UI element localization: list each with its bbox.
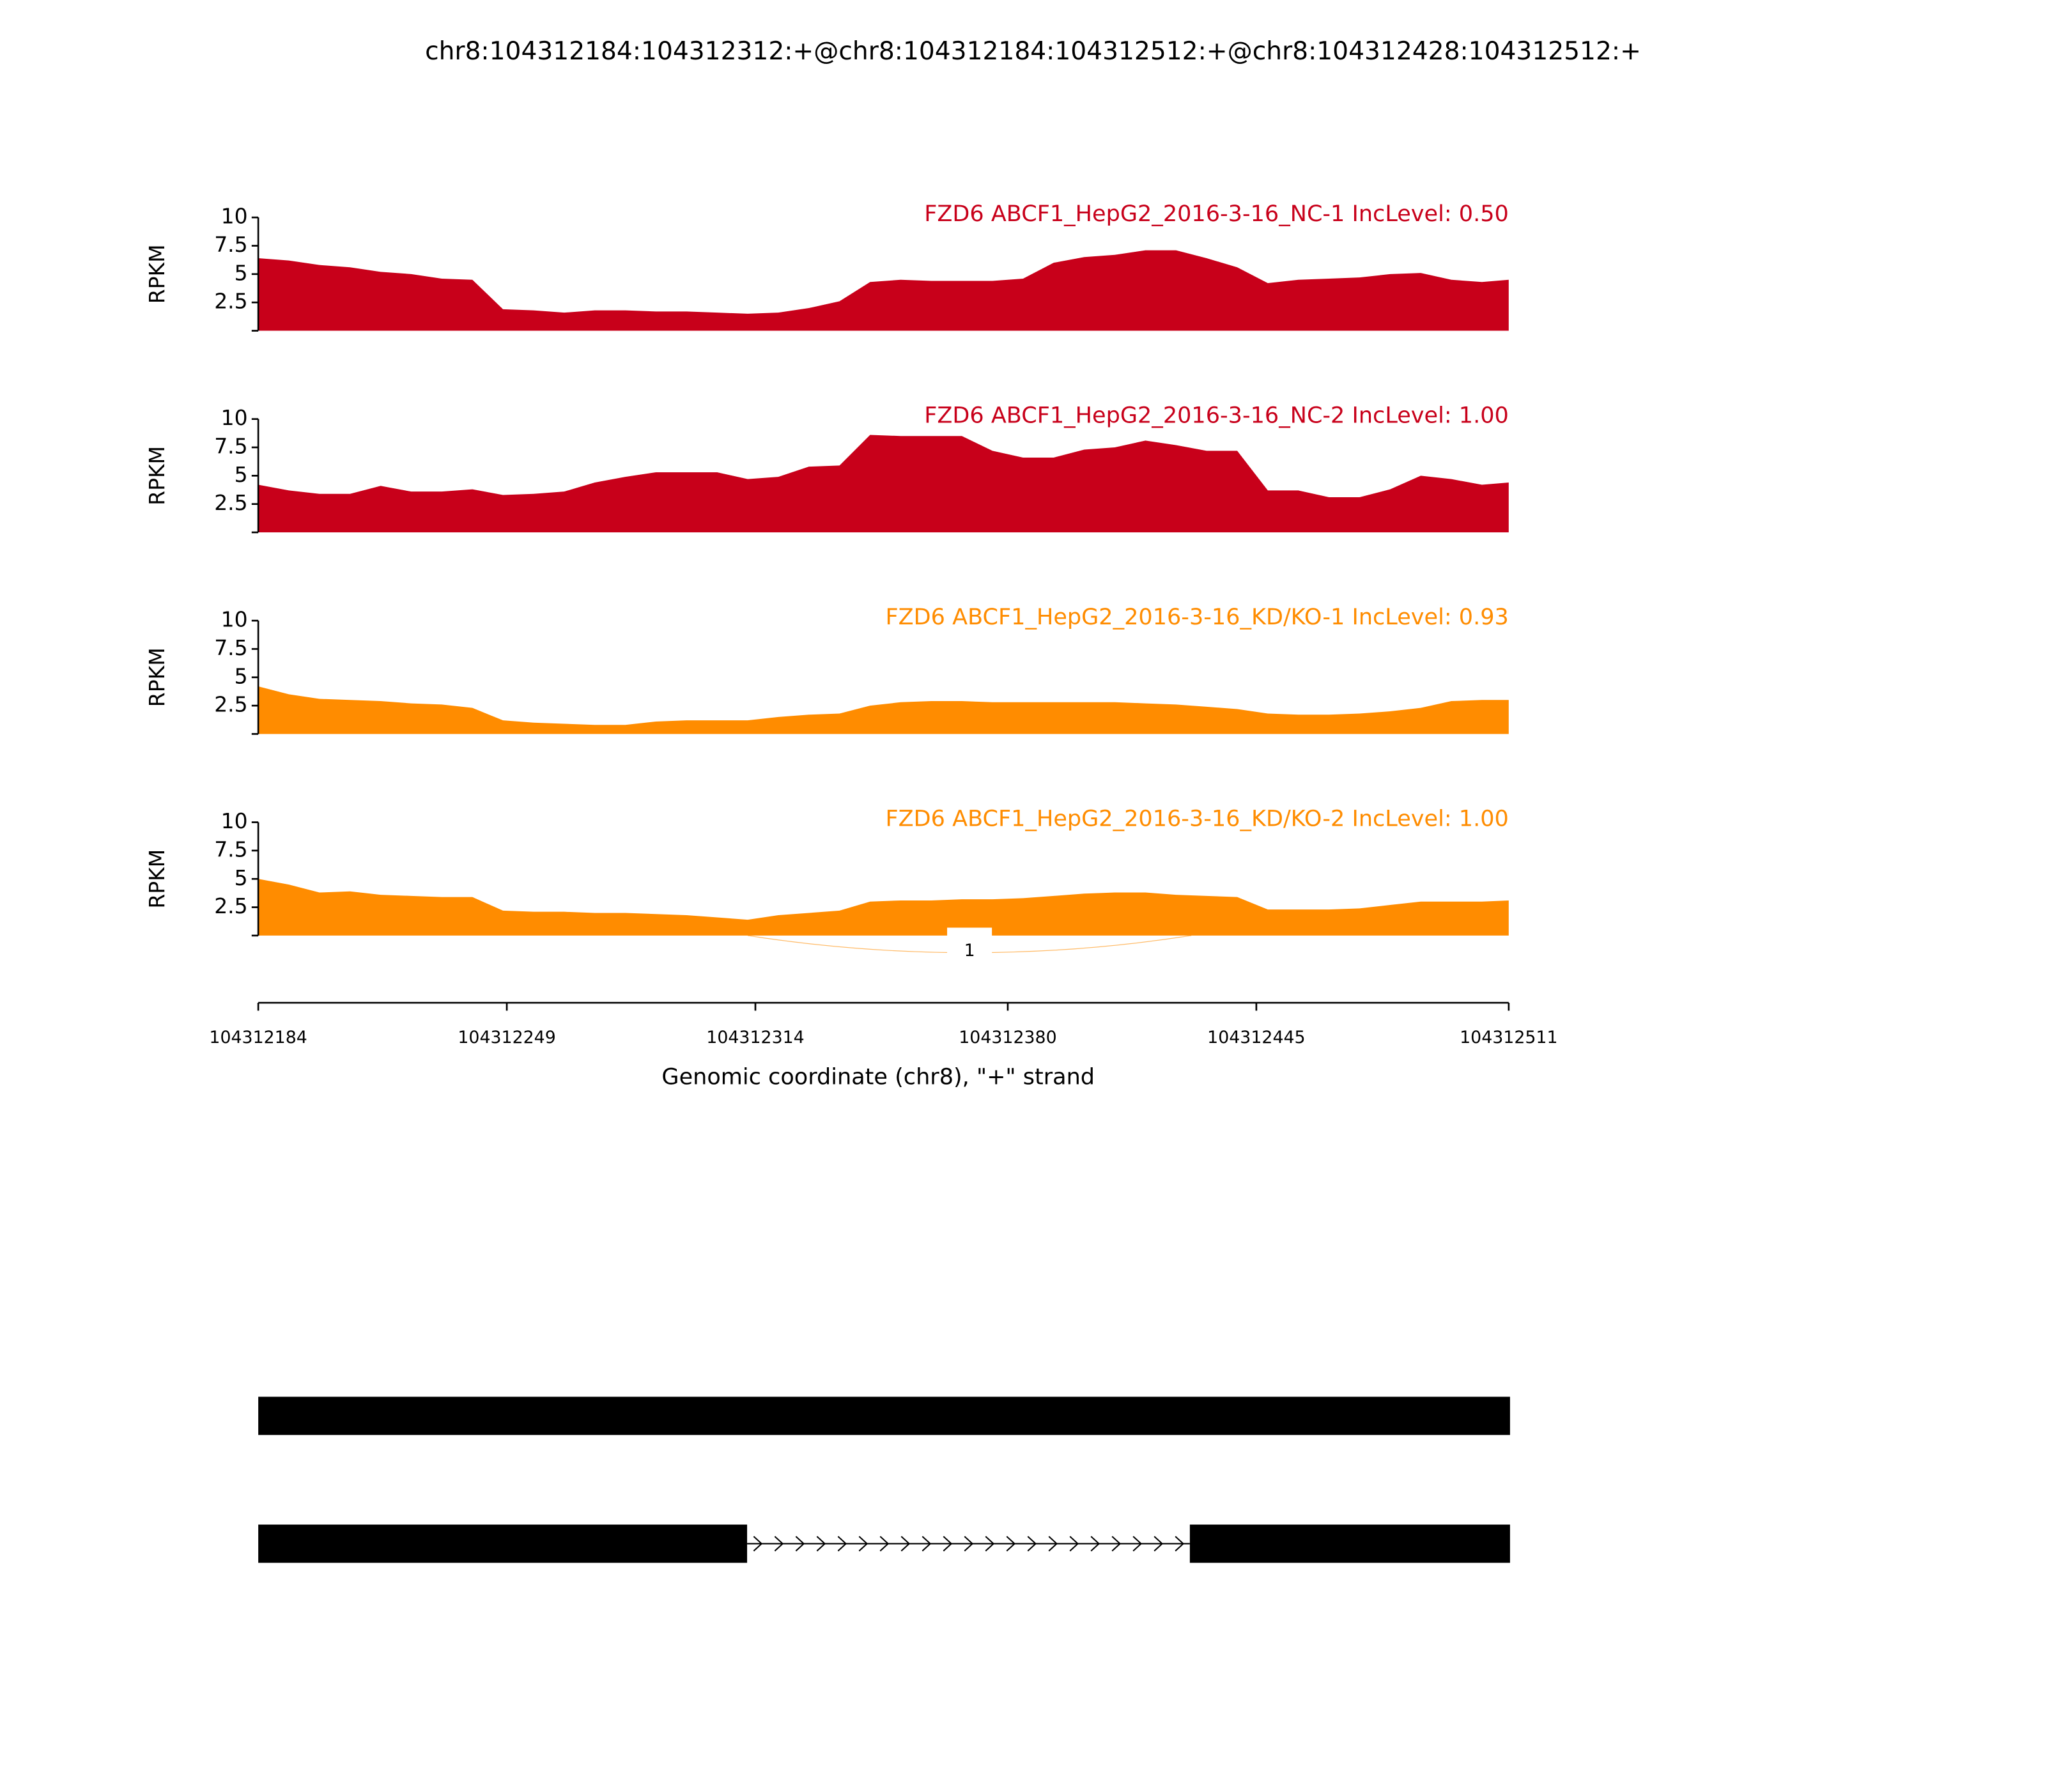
x-tick-label: 104312249 — [458, 1028, 555, 1047]
chevron — [795, 1536, 805, 1552]
coverage-area — [258, 879, 1509, 936]
chevron — [1006, 1536, 1016, 1552]
chevron — [1154, 1536, 1164, 1552]
y-tick-label: 7.5 — [214, 635, 247, 660]
exon — [258, 1396, 1510, 1435]
y-tick-label: 10 — [221, 204, 248, 229]
coverage-area — [258, 435, 1509, 532]
panel-title: FZD6 ABCF1_HepG2_2016-3-16_NC-2 IncLevel… — [924, 403, 1509, 429]
y-tick-label: 10 — [221, 607, 248, 632]
y-tick-label: 2.5 — [214, 893, 247, 918]
chevron — [774, 1536, 784, 1552]
y-axis-label: RPKM — [144, 647, 169, 707]
panel-title: FZD6 ABCF1_HepG2_2016-3-16_NC-1 IncLevel… — [924, 201, 1509, 227]
chevron — [985, 1536, 995, 1552]
gene-model — [258, 1396, 1510, 1563]
chevron — [858, 1536, 868, 1552]
chevron — [964, 1536, 974, 1552]
junction-label: 1 — [964, 941, 975, 961]
y-tick-label: 10 — [221, 405, 248, 430]
y-tick-label: 2.5 — [214, 289, 247, 314]
y-tick-label: 2.5 — [214, 692, 247, 717]
exon — [1189, 1524, 1510, 1563]
x-tick-label: 104312184 — [209, 1028, 307, 1047]
y-tick-label: 2.5 — [214, 490, 247, 515]
y-axis-label: RPKM — [144, 446, 169, 506]
junction-label-box — [947, 927, 992, 957]
panel-title: FZD6 ABCF1_HepG2_2016-3-16_KD/KO-1 IncLe… — [886, 604, 1509, 630]
y-tick-label: 10 — [221, 808, 248, 833]
x-tick-label: 104312445 — [1207, 1028, 1305, 1047]
y-tick-label: 5 — [235, 663, 248, 688]
chevron — [1048, 1536, 1058, 1552]
coverage-area — [258, 250, 1509, 331]
y-tick-label: 7.5 — [214, 837, 247, 861]
x-axis-label: Genomic coordinate (chr8), "+" strand — [661, 1064, 1095, 1090]
y-tick-label: 7.5 — [214, 433, 247, 458]
chevron — [816, 1536, 826, 1552]
x-tick-label: 104312314 — [706, 1028, 804, 1047]
y-tick-label: 5 — [235, 865, 248, 890]
y-tick-label: 5 — [235, 260, 248, 285]
chevron — [1069, 1536, 1079, 1552]
chevron — [1111, 1536, 1122, 1552]
chevron — [753, 1536, 763, 1552]
chevron — [837, 1536, 847, 1552]
chevron — [1175, 1536, 1185, 1552]
exon — [258, 1524, 748, 1563]
chevron — [1132, 1536, 1143, 1552]
x-tick-label: 104312380 — [959, 1028, 1056, 1047]
x-tick-label: 104312511 — [1460, 1028, 1557, 1047]
coverage-area — [258, 686, 1509, 734]
chevron — [922, 1536, 932, 1552]
y-axis-label: RPKM — [144, 849, 169, 909]
chevron — [1090, 1536, 1100, 1552]
chevron — [879, 1536, 890, 1552]
y-axis-label: RPKM — [144, 244, 169, 304]
chevron — [900, 1536, 911, 1552]
chart-title: chr8:104312184:104312312:+@chr8:10431218… — [425, 37, 1641, 66]
y-tick-label: 7.5 — [214, 232, 247, 257]
panel-title: FZD6 ABCF1_HepG2_2016-3-16_KD/KO-2 IncLe… — [886, 805, 1509, 831]
chevron — [1027, 1536, 1037, 1552]
y-tick-label: 5 — [235, 462, 248, 487]
chevron — [943, 1536, 953, 1552]
intron-arrows — [753, 1536, 1185, 1552]
